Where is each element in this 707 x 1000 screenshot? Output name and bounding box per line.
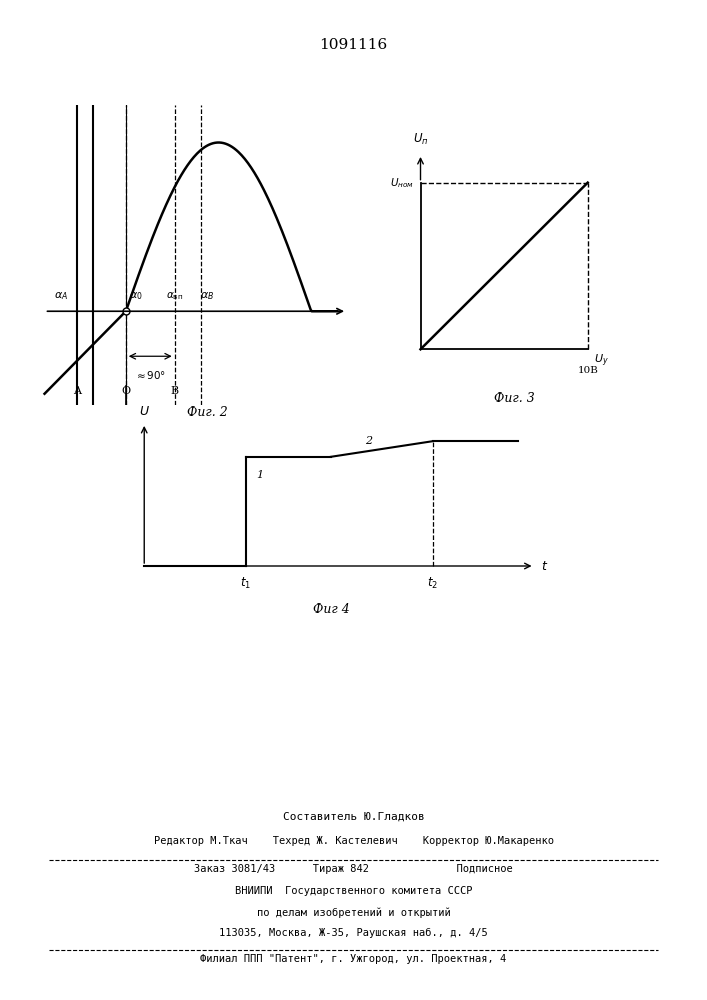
Text: Составитель Ю.Гладков: Составитель Ю.Гладков (283, 812, 424, 822)
Text: по делам изобретений и открытий: по делам изобретений и открытий (257, 907, 450, 918)
Text: 113035, Москва, Ж-35, Раушская наб., д. 4/5: 113035, Москва, Ж-35, Раушская наб., д. … (219, 928, 488, 938)
Text: 1: 1 (256, 470, 263, 480)
Text: $\alpha_A$: $\alpha_A$ (54, 290, 68, 302)
Text: $\alpha_B$: $\alpha_B$ (200, 290, 214, 302)
Text: Заказ 3081/43      Тираж 842              Подписное: Заказ 3081/43 Тираж 842 Подписное (194, 864, 513, 874)
Text: $\approx 90°$: $\approx 90°$ (134, 369, 166, 381)
Text: $U_п$: $U_п$ (413, 132, 428, 147)
Text: $t_2$: $t_2$ (427, 576, 438, 591)
Text: Филиал ППП "Патент", г. Ужгород, ул. Проектная, 4: Филиал ППП "Патент", г. Ужгород, ул. Про… (200, 954, 507, 964)
Text: 2: 2 (365, 436, 372, 446)
Text: A: A (73, 386, 81, 396)
Text: $t$: $t$ (542, 560, 549, 572)
Text: $U_{ном}$: $U_{ном}$ (390, 176, 414, 190)
Text: $U_y$: $U_y$ (594, 353, 609, 369)
Text: Редактор М.Ткач    Техред Ж. Кастелевич    Корректор Ю.Макаренко: Редактор М.Ткач Техред Ж. Кастелевич Кор… (153, 836, 554, 846)
Text: O: O (122, 386, 130, 396)
Text: Фиг 4: Фиг 4 (312, 603, 349, 616)
Text: Фиг. 3: Фиг. 3 (494, 392, 535, 405)
Text: $\alpha_0$: $\alpha_0$ (129, 290, 143, 302)
Text: $U$: $U$ (139, 405, 150, 418)
Text: Фиг. 2: Фиг. 2 (187, 406, 228, 419)
Text: $\alpha_{\text{вп}}$: $\alpha_{\text{вп}}$ (166, 290, 183, 302)
Text: 1091116: 1091116 (320, 38, 387, 52)
Text: $t_1$: $t_1$ (240, 576, 252, 591)
Text: ВНИИПИ  Государственного комитета СССР: ВНИИПИ Государственного комитета СССР (235, 886, 472, 896)
Text: 10В: 10В (578, 366, 598, 375)
Text: B: B (170, 386, 179, 396)
